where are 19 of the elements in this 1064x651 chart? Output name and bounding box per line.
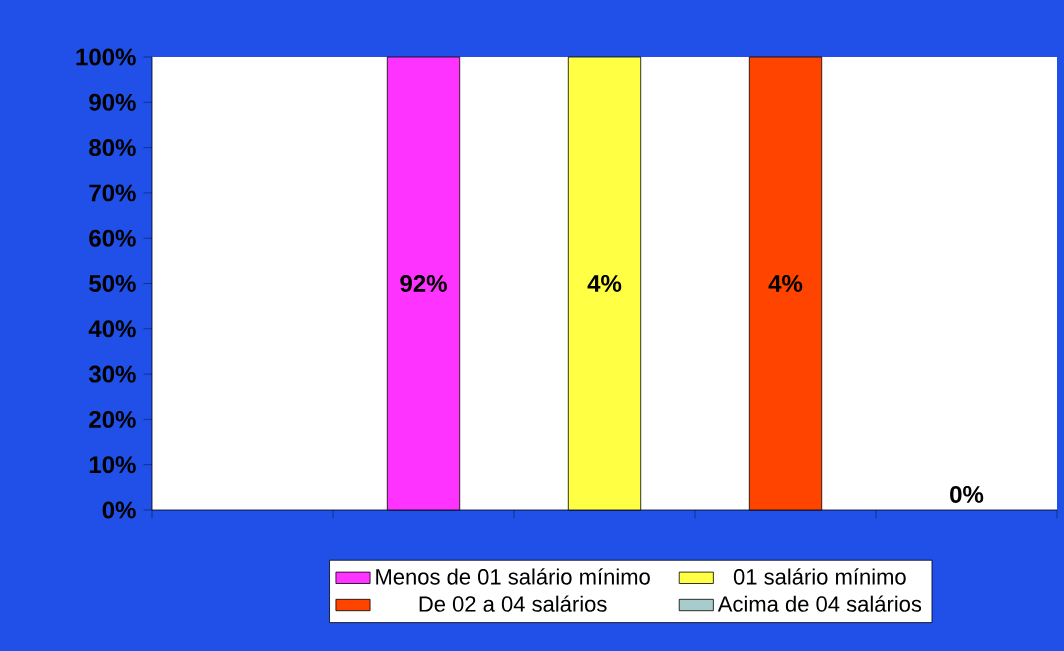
annotation: 92% [400, 275, 447, 292]
y-tick-label: 70% [89, 184, 136, 202]
y-tick-label: 30% [88, 365, 136, 383]
y-tick-label: 50% [89, 275, 136, 292]
y-tick-label: 10% [89, 456, 136, 474]
y-tick-label: 90% [89, 93, 136, 111]
annotation: 4% [587, 275, 622, 292]
annotation: 4% [768, 275, 803, 292]
y-tick-label: 40% [88, 320, 136, 338]
legend-label: 01 salário mínimo [733, 568, 906, 585]
y-tick-label: 20% [89, 410, 136, 428]
legend-label: De 02 a 04 salários [419, 595, 607, 612]
annotation: 0% [950, 485, 984, 503]
legend-label: Menos de 01 salário mínimo [376, 568, 650, 585]
legend-label: Acima de 04 salários [717, 595, 922, 612]
y-tick-label: 60% [89, 229, 136, 247]
y-tick-label: 80% [89, 139, 136, 157]
y-tick-label: 0% [102, 501, 136, 519]
y-tick-label: 100% [76, 48, 136, 66]
